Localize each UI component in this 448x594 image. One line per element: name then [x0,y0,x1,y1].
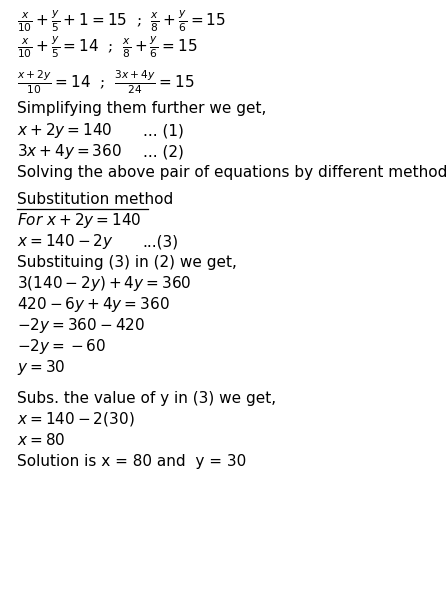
Text: $\frac{x}{10}+\frac{y}{5}+1=15$  ;  $\frac{x}{8}+\frac{y}{6}=15$: $\frac{x}{10}+\frac{y}{5}+1=15$ ; $\frac… [17,9,226,34]
Text: $3(140-2y)+4y=360$: $3(140-2y)+4y=360$ [17,274,192,293]
Text: Substitution method: Substitution method [17,192,174,207]
Text: $y=30$: $y=30$ [17,358,66,377]
Text: ...(3): ...(3) [142,234,179,249]
Text: ... (1): ... (1) [142,123,184,138]
Text: Solving the above pair of equations by different methods.: Solving the above pair of equations by d… [17,165,448,180]
Text: Solution is x = 80 and  y = 30: Solution is x = 80 and y = 30 [17,454,246,469]
Text: $\mathit{For}\ x+2y=140$: $\mathit{For}\ x+2y=140$ [17,211,142,230]
Text: $x+2y=140$: $x+2y=140$ [17,121,113,140]
Text: $\frac{x+2y}{10}=14$  ;  $\frac{3x+4y}{24}=15$: $\frac{x+2y}{10}=14$ ; $\frac{3x+4y}{24}… [17,68,195,96]
Text: $420-6y+4y=360$: $420-6y+4y=360$ [17,295,170,314]
Text: $-2y=-60$: $-2y=-60$ [17,337,107,356]
Text: $x=140-2(30)$: $x=140-2(30)$ [17,410,135,428]
Text: Subs. the value of y in (3) we get,: Subs. the value of y in (3) we get, [17,391,276,406]
Text: $x=80$: $x=80$ [17,432,66,448]
Text: $x=140-2y$: $x=140-2y$ [17,232,114,251]
Text: ... (2): ... (2) [142,144,184,159]
Text: Simplifying them further we get,: Simplifying them further we get, [17,102,267,116]
Text: $-2y=360-420$: $-2y=360-420$ [17,317,146,336]
Text: $\frac{x}{10}+\frac{y}{5}=14$  ;  $\frac{x}{8}+\frac{y}{6}=15$: $\frac{x}{10}+\frac{y}{5}=14$ ; $\frac{x… [17,35,198,61]
Text: $3x+4y=360$: $3x+4y=360$ [17,142,122,161]
Text: Substituing (3) in (2) we get,: Substituing (3) in (2) we get, [17,255,237,270]
